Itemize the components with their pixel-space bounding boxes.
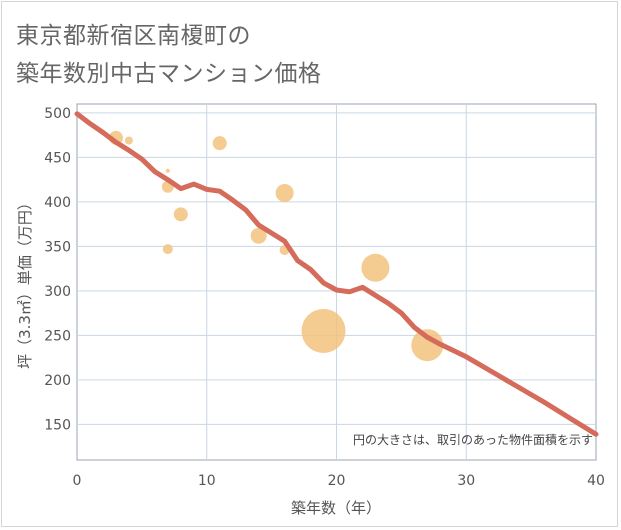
bubble-point-1 xyxy=(124,136,133,145)
x-tick-label-30: 30 xyxy=(457,473,475,489)
y-axis-title: 坪（3.3㎡）単価（万円） xyxy=(16,195,34,369)
x-axis-ticks: 0 10 20 30 40 xyxy=(73,473,605,489)
bubble-point-7 xyxy=(250,227,267,244)
bubble-point-12 xyxy=(411,329,444,362)
bubble-point-6 xyxy=(212,136,227,151)
trend-line xyxy=(74,111,599,437)
bubble-point-8 xyxy=(275,184,294,202)
y-tick-label-250: 250 xyxy=(44,328,71,344)
chart-title-line-2: 築年数別中古マンション価格 xyxy=(16,61,322,87)
y-tick-label-300: 300 xyxy=(44,284,71,300)
bubble-point-4 xyxy=(162,244,173,255)
x-tick-label-40: 40 xyxy=(587,473,605,489)
bubble-point-5 xyxy=(173,207,188,222)
bubble-series xyxy=(108,130,444,362)
y-tick-label-450: 450 xyxy=(44,150,71,166)
x-tick-label-10: 10 xyxy=(198,473,216,489)
trend-line-series xyxy=(74,111,599,437)
y-tick-label-200: 200 xyxy=(44,373,71,389)
y-tick-label-350: 350 xyxy=(44,239,71,255)
y-axis-ticks: 150 200 250 300 350 400 450 500 xyxy=(44,106,71,433)
bubble-point-2 xyxy=(165,168,170,173)
bubble-point-11 xyxy=(361,253,390,282)
y-tick-label-400: 400 xyxy=(44,195,71,211)
x-tick-label-20: 20 xyxy=(328,473,346,489)
y-tick-label-150: 150 xyxy=(44,417,71,433)
x-tick-label-0: 0 xyxy=(73,473,82,489)
size-note: 円の大きさは、取引のあった物件面積を示す xyxy=(353,432,593,447)
chart-title-line-1: 東京都新宿区南榎町の xyxy=(16,23,251,49)
y-tick-label-500: 500 xyxy=(44,106,71,122)
x-axis-title: 築年数（年） xyxy=(291,499,381,517)
bubble-point-10 xyxy=(301,308,346,353)
